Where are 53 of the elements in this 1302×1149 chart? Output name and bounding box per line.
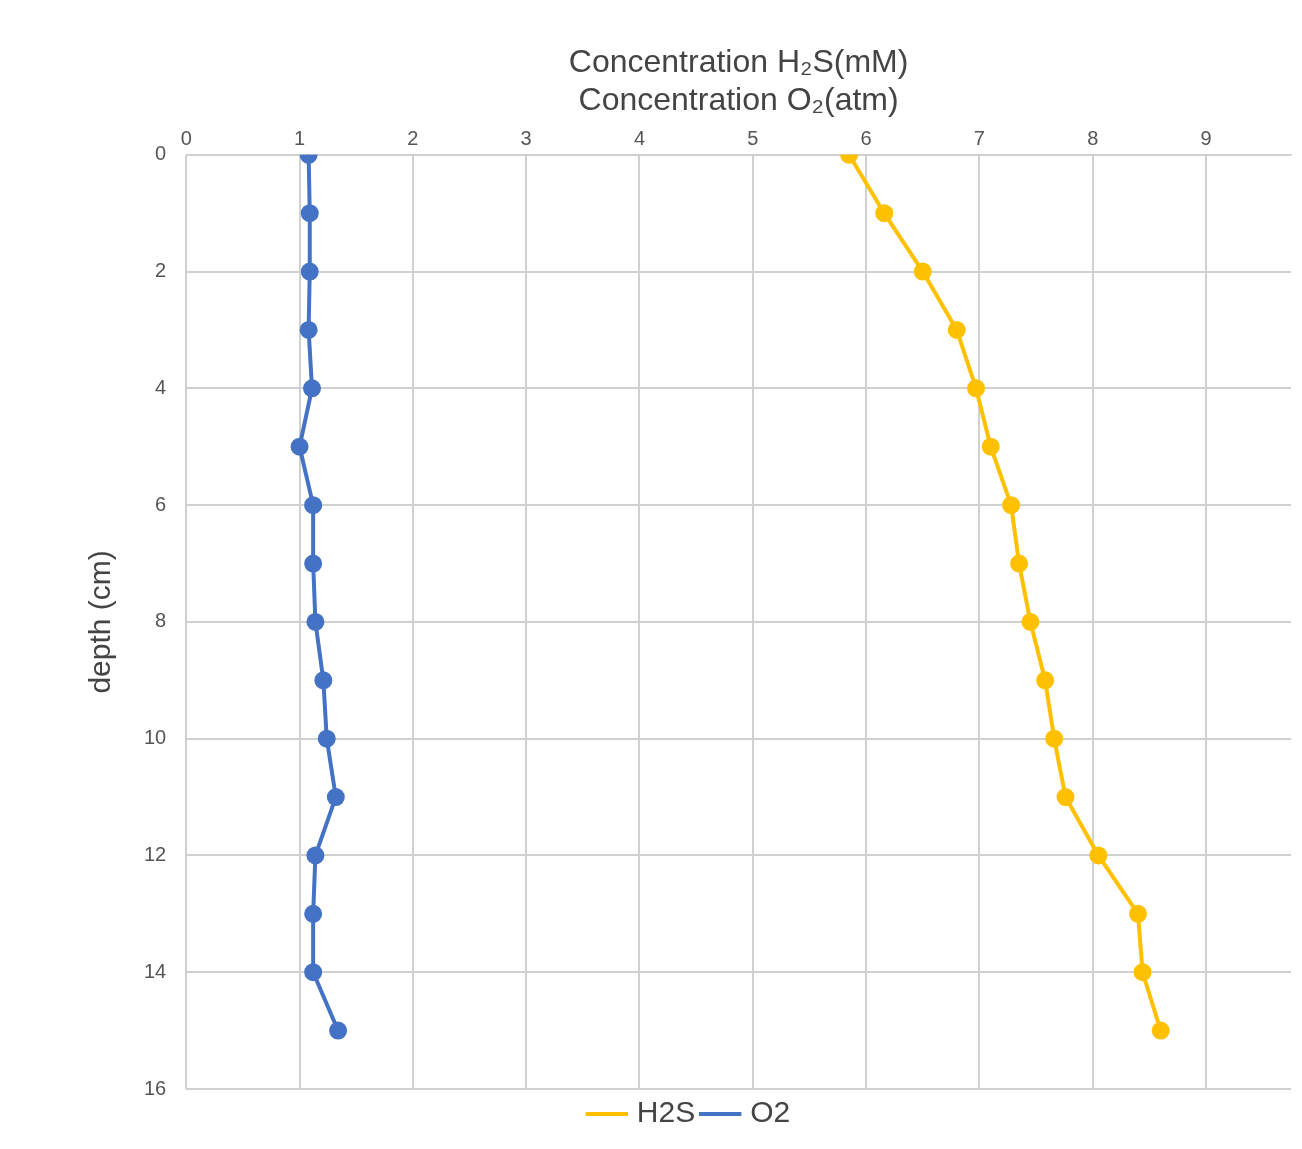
point xyxy=(1002,496,1021,515)
y-tick-label: 16 xyxy=(144,1076,167,1099)
point xyxy=(1129,904,1148,923)
x-tick-label: 3 xyxy=(520,127,532,150)
x-tick-label: 6 xyxy=(860,127,872,150)
y-tick-label: 2 xyxy=(155,259,167,282)
point xyxy=(913,262,932,281)
y-tick-label: 6 xyxy=(155,492,167,515)
point xyxy=(1089,846,1108,865)
point xyxy=(1010,554,1029,573)
x-tick-label: 0 xyxy=(180,127,192,150)
point xyxy=(304,904,323,923)
x-tick-label: 8 xyxy=(1087,127,1099,150)
point xyxy=(304,554,323,573)
point xyxy=(1151,1021,1170,1040)
point xyxy=(300,204,319,223)
y-axis-title: depth (cm) xyxy=(83,550,117,694)
x-tick-label: 1 xyxy=(293,127,306,150)
x-tick-label: 5 xyxy=(747,127,759,150)
point xyxy=(326,788,345,807)
point xyxy=(303,379,322,398)
point xyxy=(981,437,1000,456)
point xyxy=(329,1021,348,1040)
y-tick-label: 12 xyxy=(144,842,167,865)
x-axis-title: Concentration H₂S(mM) Concentration O₂(atm) xyxy=(568,43,909,118)
point xyxy=(967,379,985,398)
legend-label: O2 xyxy=(750,1095,791,1129)
point xyxy=(947,320,966,339)
point xyxy=(304,496,323,515)
point xyxy=(1133,963,1152,982)
point xyxy=(304,963,323,982)
point xyxy=(306,846,325,865)
point xyxy=(314,671,333,690)
x-tick-label: 4 xyxy=(633,127,646,150)
point xyxy=(1036,671,1055,690)
y-tick-label: 0 xyxy=(155,142,167,165)
y-tick-label: 10 xyxy=(144,726,167,749)
point xyxy=(290,437,309,456)
y-tick-label: 8 xyxy=(155,609,167,632)
legend-label: H2S xyxy=(636,1095,696,1129)
point xyxy=(299,320,318,339)
y-tick-label: 4 xyxy=(155,375,167,398)
x-tick-label: 7 xyxy=(973,127,985,150)
x-tick-label: 2 xyxy=(407,127,419,150)
point xyxy=(1045,729,1064,748)
y-tick-label: 14 xyxy=(144,959,167,982)
point xyxy=(1021,612,1040,631)
point xyxy=(875,204,894,223)
point xyxy=(1056,788,1075,807)
point xyxy=(306,612,325,631)
x-tick-label: 9 xyxy=(1200,127,1212,150)
point xyxy=(317,729,336,748)
point xyxy=(300,262,319,281)
